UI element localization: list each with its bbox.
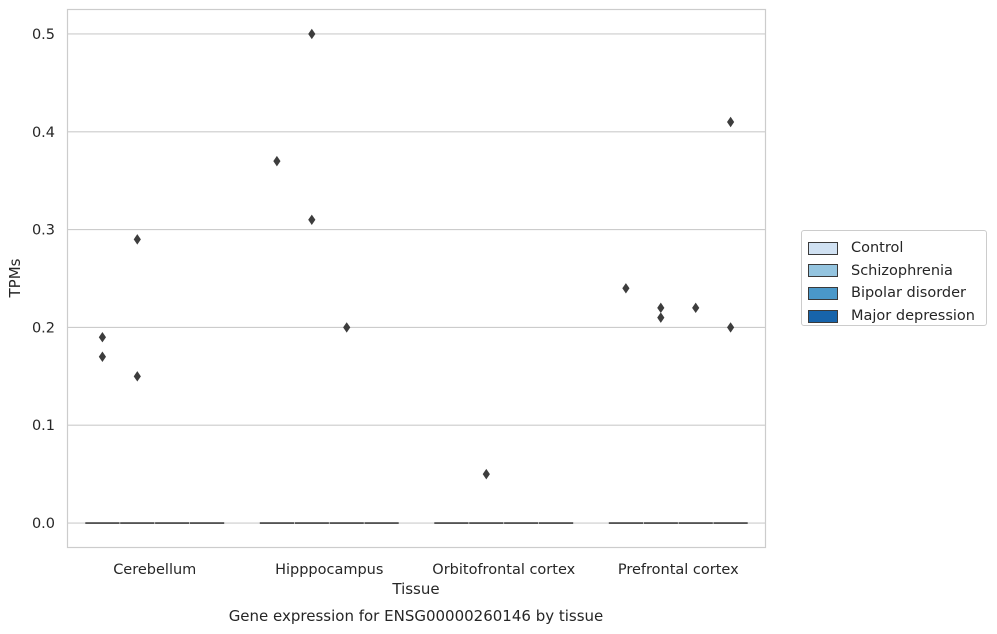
x-axis-label: Tissue xyxy=(391,580,439,598)
y-tick-labels: 0.0 0.1 0.2 0.3 0.4 0.5 xyxy=(32,27,55,532)
legend-swatch xyxy=(808,286,838,300)
outlier-point xyxy=(133,234,141,245)
outlier-point xyxy=(98,331,106,343)
y-tick-label: 0.3 xyxy=(32,223,55,239)
outlier-point xyxy=(622,283,630,294)
y-tick-label: 0.4 xyxy=(32,125,55,141)
legend-swatch xyxy=(808,309,838,323)
x-tick-label: Prefrontal cortex xyxy=(618,562,739,578)
legend-swatch xyxy=(808,264,838,278)
legend-label: Control xyxy=(851,240,904,257)
outlier-points xyxy=(98,28,735,480)
outlier-point xyxy=(343,322,351,333)
x-tick-label: Cerebellum xyxy=(113,562,196,578)
legend-item: Major depression xyxy=(808,305,986,328)
y-tick-label: 0.5 xyxy=(32,27,55,43)
outlier-point xyxy=(727,322,735,333)
chart-title: Gene expression for ENSG00000260146 by t… xyxy=(229,607,604,625)
legend-item: Control xyxy=(808,237,986,260)
grid-layer xyxy=(67,33,766,524)
outlier-point xyxy=(98,351,106,362)
plot-frame xyxy=(66,8,767,549)
legend-item: Bipolar disorder xyxy=(808,282,986,305)
y-tick-label: 0.2 xyxy=(32,320,55,336)
outlier-point xyxy=(657,302,665,314)
legend-label: Bipolar disorder xyxy=(851,285,966,302)
legend-swatch xyxy=(808,241,838,255)
outlier-point xyxy=(482,468,490,480)
x-tick-label: Orbitofrontal cortex xyxy=(432,562,575,578)
y-axis-label: TPMs xyxy=(6,258,24,298)
outlier-point xyxy=(692,302,700,314)
outlier-point xyxy=(657,312,665,323)
outlier-point xyxy=(273,155,281,167)
x-tick-labels: Cerebellum Hipppocampus Orbitofrontal cort… xyxy=(113,562,739,578)
outlier-point xyxy=(308,28,316,40)
legend-label: Schizophrenia xyxy=(851,262,953,279)
y-tick-label: 0.0 xyxy=(32,516,55,532)
y-tick-label: 0.1 xyxy=(32,418,55,434)
outlier-point xyxy=(308,214,316,226)
outlier-point xyxy=(727,116,735,128)
legend-label: Major depression xyxy=(851,308,975,325)
legend: Control Schizophrenia Bipolar disorder Majo… xyxy=(801,230,987,326)
legend-item: Schizophrenia xyxy=(808,260,986,283)
outlier-point xyxy=(133,371,141,382)
x-tick-label: Hipppocampus xyxy=(275,562,383,578)
